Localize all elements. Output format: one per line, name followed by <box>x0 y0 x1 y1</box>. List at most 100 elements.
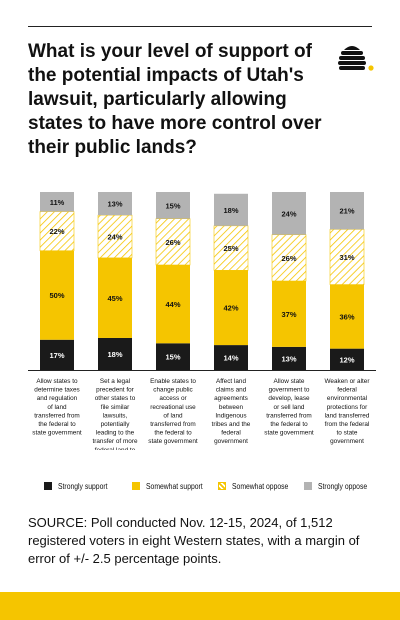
category-label: the federal to <box>154 430 192 437</box>
stacked-bar-chart: 17% 50% 22% 11% 18% 45% 24% 13% 15% 44% 26% 15% 14% 4… <box>28 192 376 450</box>
category-label: protections for <box>327 404 368 411</box>
data-label: 31% <box>339 253 354 262</box>
category-label: recreational use <box>150 404 196 411</box>
category-label: determine taxes <box>34 387 79 394</box>
bar-segment-strongly-support <box>272 346 306 370</box>
category-label: transfer of more <box>92 438 138 445</box>
category-label: government <box>214 438 248 445</box>
beehive-icon <box>338 46 374 71</box>
data-label: 18% <box>107 350 122 359</box>
bar-segment-strongly-support <box>214 345 248 370</box>
category-label: environmental <box>327 395 367 402</box>
category-label: federal <box>337 387 357 394</box>
data-label: 26% <box>281 254 296 263</box>
bar-segment-somewhat-oppose <box>329 229 365 285</box>
data-label: 14% <box>223 354 238 363</box>
category-label: or sell land <box>274 404 305 411</box>
data-label: 24% <box>281 209 296 218</box>
category-label: state government <box>148 438 198 445</box>
category-label: the federal to <box>270 421 308 428</box>
category-label: of land <box>47 404 67 411</box>
legend-item-somewhat-support: Somewhat support <box>132 478 213 494</box>
bar-segment-somewhat-support <box>214 270 248 346</box>
data-label: 21% <box>339 207 354 216</box>
category-label: federal <box>221 430 241 437</box>
bar-segment-strongly-support <box>330 348 364 370</box>
bar-segment-strongly-oppose <box>214 193 248 226</box>
data-label: 24% <box>107 233 122 242</box>
bar-segment-strongly-oppose <box>98 192 132 216</box>
data-label: 18% <box>223 206 238 215</box>
category-label: transferred from <box>34 412 79 419</box>
data-label: 15% <box>165 201 180 210</box>
category-label: government to <box>269 387 310 394</box>
bar-segment-somewhat-support <box>272 281 306 347</box>
bar-segment-strongly-support <box>40 339 74 370</box>
legend-label: Strongly oppose <box>318 481 368 491</box>
legend-swatch <box>44 482 52 490</box>
bar-segment-strongly-oppose <box>330 192 364 230</box>
category-label: develop, lease <box>268 395 310 402</box>
data-label: 44% <box>165 300 180 309</box>
category-label: transferred from <box>150 421 195 428</box>
bar-segment-strongly-oppose <box>272 192 306 235</box>
bar-segment-somewhat-support <box>98 257 132 338</box>
category-label: Affect land <box>216 378 247 385</box>
source-note: SOURCE: Poll conducted Nov. 12-15, 2024,… <box>28 515 360 566</box>
category-label: file similar <box>101 404 130 411</box>
category-label: to state <box>337 430 358 437</box>
data-label: 36% <box>339 313 354 322</box>
category-label: Set a legal <box>100 378 130 385</box>
category-label: Enable states to <box>150 378 196 385</box>
category-label: lawsuits, <box>103 412 128 419</box>
legend-label: Somewhat oppose <box>232 481 289 491</box>
bar-segment-strongly-support <box>98 337 132 370</box>
legend-swatch <box>304 482 312 490</box>
category-label: Indigenous <box>215 412 246 419</box>
data-label: 45% <box>107 294 122 303</box>
category-label: precedent for <box>96 387 135 394</box>
category-label: access or <box>159 395 187 402</box>
category-label: agreements <box>214 395 248 402</box>
category-label: from the federal <box>325 421 370 428</box>
category-label: change public <box>153 387 193 394</box>
data-label: 13% <box>281 354 296 363</box>
data-label: 50% <box>49 291 64 300</box>
bar-segment-strongly-support <box>156 343 190 370</box>
category-label: the federal to <box>38 421 76 428</box>
category-label: state government <box>32 430 82 437</box>
legend-item-somewhat-oppose: Somewhat oppose <box>218 478 298 494</box>
legend-label: Strongly support <box>58 481 108 491</box>
bar-segment-somewhat-oppose <box>271 234 307 282</box>
bar-segment-somewhat-support <box>330 284 364 349</box>
category-label: Allow states to <box>36 378 78 385</box>
data-label: 22% <box>49 227 64 236</box>
data-label: 42% <box>223 304 238 313</box>
category-label: tribes and the <box>212 421 251 428</box>
category-label: and regulation <box>37 395 78 402</box>
bar-segment-somewhat-support <box>156 264 190 344</box>
data-label: 26% <box>165 238 180 247</box>
brand-band <box>0 592 400 620</box>
legend-label: Somewhat support <box>146 481 203 491</box>
data-label: 17% <box>49 351 64 360</box>
category-label: other states to <box>95 395 136 402</box>
legend-item-strongly-oppose: Strongly oppose <box>304 478 376 494</box>
data-label: 12% <box>339 355 354 364</box>
data-label: 11% <box>50 198 65 207</box>
legend-item-strongly-support: Strongly support <box>44 478 116 494</box>
chart-title: What is your level of support of the pot… <box>28 41 322 158</box>
category-label: Weaken or alter <box>325 378 371 385</box>
category-label: federal land to <box>95 447 136 450</box>
category-label: potentially <box>101 421 131 428</box>
bar-segment-somewhat-support <box>40 250 74 340</box>
bar-segment-strongly-oppose <box>40 192 74 212</box>
legend-swatch <box>132 482 140 490</box>
bar-segment-somewhat-oppose <box>213 225 249 271</box>
data-label: 25% <box>223 244 238 253</box>
bar-segment-somewhat-oppose <box>155 218 191 266</box>
category-label: claims and <box>216 387 247 394</box>
bar-segment-somewhat-oppose <box>39 211 75 252</box>
data-label: 15% <box>165 353 180 362</box>
category-label: of land <box>163 412 183 419</box>
